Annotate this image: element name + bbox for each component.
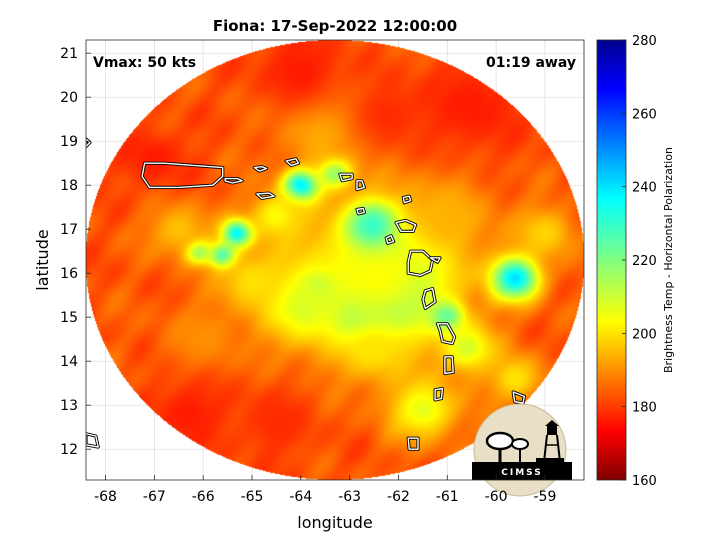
coastline bbox=[86, 138, 91, 148]
colorbar-tick-label: 180 bbox=[632, 401, 657, 416]
colorbar-ticks: 160 180 200 220 240 260 280 bbox=[622, 34, 657, 489]
coastline bbox=[141, 162, 224, 189]
colorbar-tick-label: 220 bbox=[632, 254, 657, 269]
colorbar-tick-label: 160 bbox=[632, 474, 657, 489]
y-tick-label: 20 bbox=[60, 90, 78, 106]
coastline bbox=[339, 173, 353, 182]
coastline bbox=[512, 391, 526, 404]
coastline bbox=[86, 433, 99, 448]
x-tick-label: -64 bbox=[289, 489, 312, 505]
coastline bbox=[444, 356, 454, 375]
vmax-label: Vmax: 50 kts bbox=[93, 55, 196, 71]
colorbar-tick-label: 200 bbox=[632, 327, 657, 342]
coastline bbox=[395, 219, 417, 233]
colorbar bbox=[596, 39, 627, 481]
coastline bbox=[402, 195, 412, 204]
cimss-logo: CIMSS bbox=[472, 403, 572, 497]
y-tick-label: 12 bbox=[60, 442, 78, 458]
colorbar-tick-label: 280 bbox=[632, 34, 657, 49]
x-tick-label: -61 bbox=[436, 489, 459, 505]
y-tick-label: 14 bbox=[60, 354, 78, 370]
y-axis-label: latitude bbox=[33, 229, 52, 290]
x-axis-label: longitude bbox=[297, 513, 372, 532]
x-tick-label: -60 bbox=[485, 489, 508, 505]
coastline bbox=[434, 387, 444, 401]
coastline bbox=[256, 192, 275, 200]
y-tick-label: 17 bbox=[60, 222, 78, 238]
y-axis-ticks: 12 13 14 15 16 17 18 19 20 21 bbox=[60, 46, 91, 458]
axes-box bbox=[85, 39, 585, 481]
colorbar-tick-label: 240 bbox=[632, 181, 657, 196]
x-tick-label: -66 bbox=[192, 489, 215, 505]
coastline bbox=[356, 207, 365, 215]
y-tick-label: 21 bbox=[60, 46, 78, 62]
coastline bbox=[385, 235, 395, 245]
x-axis-ticks: -68 -67 -66 -65 -64 -63 -62 -61 -60 -59 bbox=[94, 475, 556, 505]
cimss-logo-text: CIMSS bbox=[501, 468, 542, 478]
y-tick-label: 16 bbox=[60, 266, 78, 282]
y-tick-label: 18 bbox=[60, 178, 78, 194]
coastline bbox=[253, 165, 268, 172]
coastlines bbox=[86, 137, 527, 451]
colorbar-tick-label: 260 bbox=[632, 107, 657, 122]
coastline bbox=[224, 177, 243, 184]
coastline bbox=[407, 250, 434, 277]
coastline bbox=[356, 180, 365, 191]
coastline bbox=[429, 257, 441, 263]
y-tick-label: 13 bbox=[60, 398, 78, 414]
x-tick-label: -62 bbox=[387, 489, 410, 505]
x-tick-label: -59 bbox=[534, 489, 557, 505]
x-tick-label: -67 bbox=[143, 489, 166, 505]
time-away-label: 01:19 away bbox=[486, 55, 576, 71]
coastline bbox=[285, 158, 300, 167]
x-tick-label: -68 bbox=[94, 489, 117, 505]
x-tick-label: -63 bbox=[338, 489, 361, 505]
colorbar-label: Brightness Temp - Horizontal Polarizatio… bbox=[662, 147, 675, 373]
y-tick-label: 15 bbox=[60, 310, 78, 326]
y-tick-label: 19 bbox=[60, 134, 78, 150]
coastline bbox=[436, 323, 456, 345]
coastline bbox=[422, 287, 436, 310]
coastline bbox=[407, 437, 419, 450]
x-tick-label: -65 bbox=[241, 489, 264, 505]
chart-title: Fiona: 17-Sep-2022 12:00:00 bbox=[213, 17, 457, 35]
